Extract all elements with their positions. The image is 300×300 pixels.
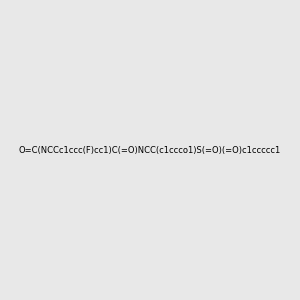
Text: O=C(NCCc1ccc(F)cc1)C(=O)NCC(c1ccco1)S(=O)(=O)c1ccccc1: O=C(NCCc1ccc(F)cc1)C(=O)NCC(c1ccco1)S(=O… [19, 146, 281, 154]
